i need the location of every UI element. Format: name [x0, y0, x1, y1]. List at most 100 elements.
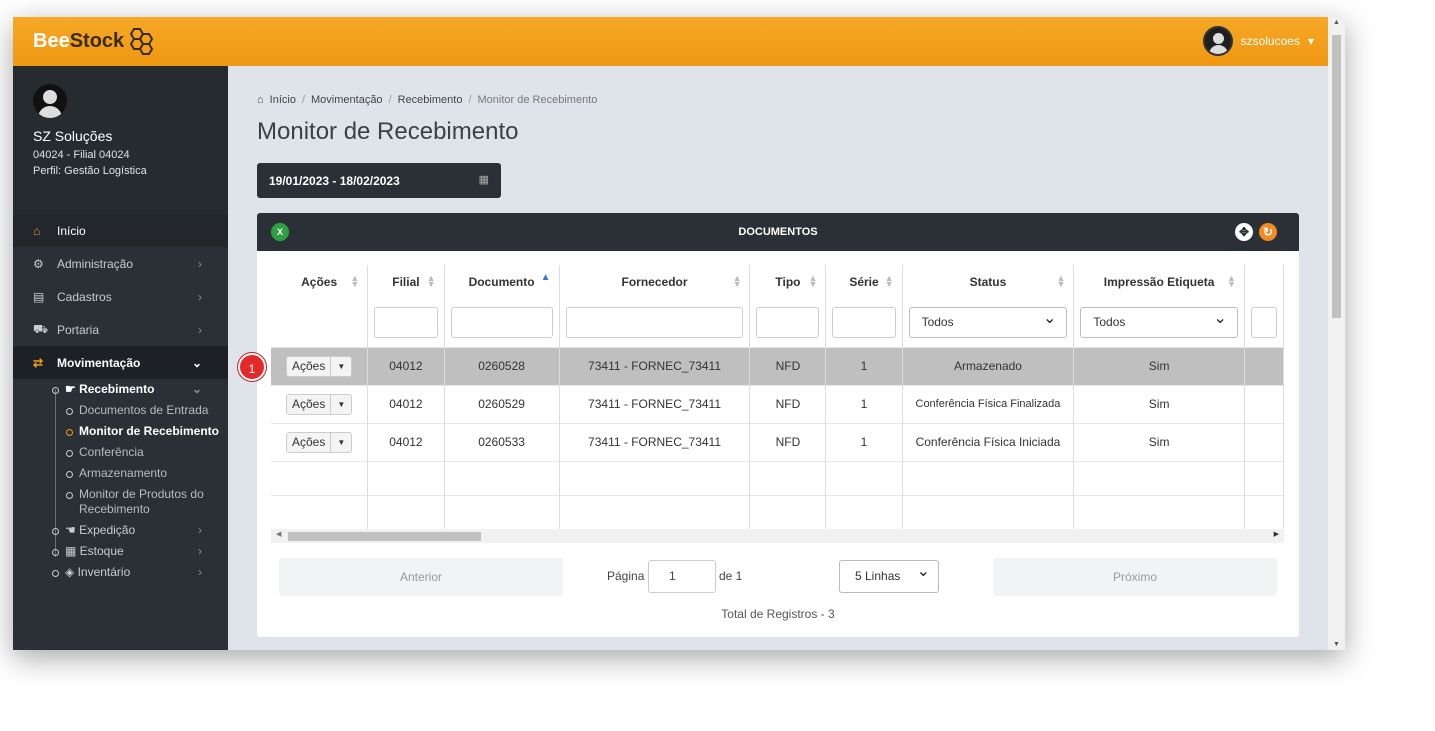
refresh-icon[interactable]: ↻ — [1259, 223, 1277, 241]
filter-overflow-input[interactable] — [1250, 307, 1277, 339]
documents-table: Ações ▲ ▼ Filial ▲ ▼ Documento ▲ Fornecedor ▲ ▼… — [271, 265, 1284, 529]
cell-impressao: Sim — [1073, 346, 1245, 385]
sidebar-item-armazenamento[interactable]: Armazenamento — [63, 463, 228, 484]
page-input[interactable]: 1 — [648, 560, 716, 593]
tree-line — [55, 389, 56, 557]
scroll-down-icon[interactable]: ▼ — [1333, 641, 1340, 648]
col-header-serie[interactable]: Série ▲ ▼ — [825, 265, 903, 299]
panel-title: DOCUMENTOS — [738, 226, 818, 238]
col-header-fornecedor[interactable]: Fornecedor ▲ ▼ — [559, 265, 751, 299]
sidebar-item-label: Cadastros — [57, 289, 112, 304]
col-header-status[interactable]: Status ▲ ▼ — [902, 265, 1075, 299]
hand-right-icon: ☛ — [65, 382, 80, 396]
breadcrumb: ⌂ Início / Movimentação / Recebimento / … — [257, 94, 598, 106]
sidebar-item-portaria[interactable]: ⛟ Portaria › — [13, 313, 228, 346]
chevron-down-icon: ⌄ — [191, 355, 202, 370]
sidebar-item-inventario[interactable]: ◈ Inventário › — [49, 562, 228, 583]
breadcrumb-item[interactable]: Início — [269, 94, 296, 106]
sidebar-item-conferencia[interactable]: Conferência — [63, 442, 228, 463]
chevron-right-icon: › — [198, 565, 202, 579]
page-total: de 1 — [719, 569, 743, 583]
filter-impressao-select[interactable]: Todos — [1080, 304, 1238, 339]
sidebar-item-label: Administração — [57, 256, 134, 271]
acoes-dropdown-button[interactable]: Ações ▼ — [285, 355, 353, 377]
scrollbar-thumb[interactable] — [1332, 35, 1341, 318]
sidebar-item-monitor-recebimento[interactable]: Monitor de Recebimento — [63, 421, 228, 442]
home-icon: ⌂ — [33, 223, 41, 238]
cell-serie: 1 — [825, 422, 903, 461]
sidebar-item-movimentacao[interactable]: ⇄ Movimentação ⌄ — [13, 346, 228, 379]
previous-button[interactable]: Anterior — [279, 558, 563, 596]
scroll-up-icon[interactable]: ▲ — [1333, 19, 1340, 26]
sort-icon: ▲ ▼ — [732, 273, 742, 289]
sort-icon: ▲ ▼ — [350, 273, 360, 289]
col-header-acoes[interactable]: Ações ▲ ▼ — [271, 265, 369, 299]
scrollbar-thumb[interactable] — [288, 532, 481, 541]
honeycomb-icon — [129, 28, 154, 55]
cell-serie: 1 — [825, 384, 903, 423]
date-range-picker[interactable]: 19/01/2023 - 18/02/2023 ▦ — [257, 163, 501, 198]
sidebar-item-expedicao[interactable]: ☚ Expedição › — [49, 520, 228, 541]
sidebar-item-inicio[interactable]: ⌂ Início — [13, 214, 228, 247]
cell-filial: 04012 — [367, 422, 445, 461]
cell-tipo: NFD — [749, 384, 827, 423]
gears-icon: ⚙ — [33, 256, 44, 271]
branch-label: 04024 - Filial 04024 — [33, 149, 130, 161]
table-row[interactable]: Ações ▼ 04012 0260533 73411 - FORNEC_7341… — [271, 422, 1284, 461]
sort-icon: ▲ ▼ — [884, 273, 894, 289]
filter-tipo-input[interactable] — [756, 307, 820, 339]
acoes-dropdown-button[interactable]: Ações ▼ — [285, 393, 353, 415]
col-header-documento[interactable]: Documento ▲ — [444, 265, 560, 299]
sidebar: SZ Soluções 04024 - Filial 04024 Perfil:… — [13, 66, 228, 650]
col-header-impressao[interactable]: Impressão Etiqueta ▲ ▼ — [1073, 265, 1245, 299]
documents-panel: X DOCUMENTOS ✥ ↻ Ações ▲ ▼ Filial ▲ ▼ Docume… — [257, 213, 1299, 637]
date-range-value: 19/01/2023 - 18/02/2023 — [269, 174, 400, 188]
filter-serie-input[interactable] — [832, 307, 896, 339]
profile-block: SZ Soluções 04024 - Filial 04024 Perfil:… — [13, 66, 228, 214]
table-row[interactable]: Ações ▼ 04012 0260528 73411 - FORNEC_7341… — [271, 346, 1284, 385]
sort-icon: ▲ ▼ — [808, 273, 818, 289]
brand-logo[interactable]: BeeStock — [33, 30, 125, 52]
breadcrumb-item[interactable]: Recebimento — [397, 94, 463, 106]
submenu-movimentacao: ☛ Recebimento ⌄ Documentos de Entrada Mo… — [13, 379, 228, 583]
user-menu[interactable]: szsolucoes ▾ — [1202, 26, 1314, 56]
sidebar-item-administracao[interactable]: ⚙ Administração › — [13, 247, 228, 280]
col-header-filial[interactable]: Filial ▲ ▼ — [367, 265, 445, 299]
filter-filial-input[interactable] — [374, 307, 438, 339]
table-row[interactable]: Ações ▼ 04012 0260529 73411 - FORNEC_7341… — [271, 384, 1284, 423]
cell-filial: 04012 — [367, 346, 445, 385]
cell-fornecedor: 73411 - FORNEC_73411 — [559, 384, 751, 423]
expand-icon[interactable]: ✥ — [1235, 223, 1253, 241]
calendar-icon: ▦ — [478, 174, 489, 186]
tags-icon: ◈ — [65, 565, 78, 579]
caret-down-icon: ▾ — [1307, 34, 1314, 48]
home-icon: ⌂ — [257, 94, 264, 106]
cell-fornecedor: 73411 - FORNEC_73411 — [559, 422, 751, 461]
user-avatar — [1202, 26, 1233, 56]
scroll-left-icon[interactable]: ◀ — [276, 531, 282, 538]
filter-fornecedor-input[interactable] — [565, 307, 744, 339]
next-button[interactable]: Próximo — [993, 558, 1277, 596]
excel-export-icon[interactable]: X — [271, 223, 289, 241]
acoes-dropdown-button[interactable]: Ações ▼ — [285, 431, 353, 453]
filter-status-select[interactable]: Todos — [908, 304, 1068, 339]
horizontal-scrollbar[interactable]: ◀ ▶ — [271, 529, 1284, 543]
caret-down-icon: ▼ — [337, 361, 346, 371]
sidebar-item-monitor-produtos[interactable]: Monitor de Produtos do Recebimento — [63, 484, 228, 520]
sidebar-item-recebimento[interactable]: ☛ Recebimento ⌄ — [49, 379, 228, 400]
panel-header: X DOCUMENTOS ✥ ↻ — [257, 213, 1299, 251]
submenu-recebimento: Documentos de Entrada Monitor de Recebim… — [49, 400, 228, 520]
rows-per-page-select[interactable]: 5 Linhas — [839, 556, 939, 593]
hand-icon: ☚ — [65, 523, 80, 537]
role-label: Perfil: Gestão Logística — [33, 165, 147, 177]
sidebar-item-estoque[interactable]: ▦ Estoque › — [49, 541, 228, 562]
scroll-right-icon[interactable]: ▶ — [1273, 531, 1279, 538]
filter-documento-input[interactable] — [450, 307, 553, 339]
breadcrumb-item[interactable]: Movimentação — [311, 94, 383, 106]
sidebar-item-cadastros[interactable]: ▤ Cadastros › — [13, 280, 228, 313]
sidebar-item-documentos-entrada[interactable]: Documentos de Entrada — [63, 400, 228, 421]
exchange-icon: ⇄ — [33, 355, 44, 370]
chevron-right-icon: › — [198, 256, 202, 271]
vertical-scrollbar[interactable]: ▲ ▼ — [1328, 17, 1345, 650]
col-header-tipo[interactable]: Tipo ▲ ▼ — [749, 265, 827, 299]
